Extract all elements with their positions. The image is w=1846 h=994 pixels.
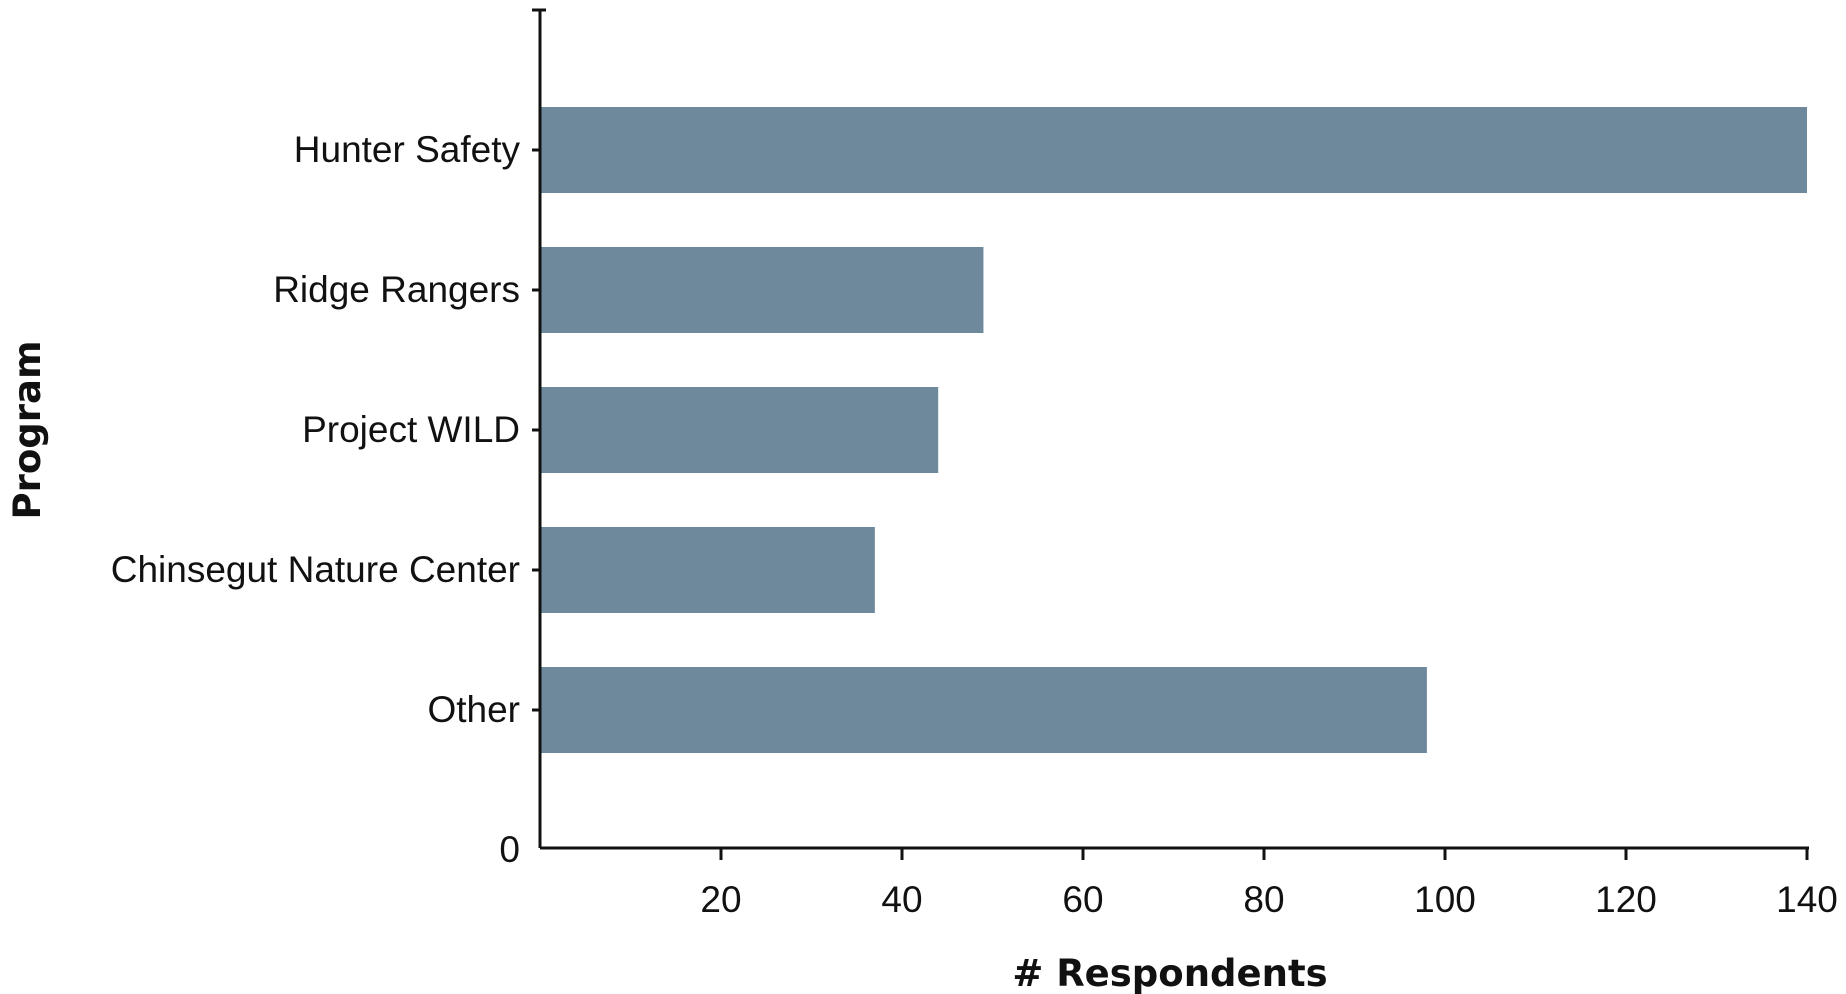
x-tick-label: 40 <box>881 879 922 920</box>
y-axis-title: Program <box>6 340 49 519</box>
x-tick-label: 0 <box>499 829 520 870</box>
bar <box>540 247 984 333</box>
bar <box>540 527 875 613</box>
x-tick-label: 80 <box>1243 879 1284 920</box>
bars-layer <box>540 107 1807 753</box>
bar <box>540 667 1427 753</box>
x-tick-label: 60 <box>1062 879 1103 920</box>
bar <box>540 387 939 473</box>
labels-layer: Hunter Safety Ridge Rangers Project WILD Ch… <box>111 129 1838 920</box>
x-tick-label: 20 <box>700 879 741 920</box>
x-tick-label: 140 <box>1776 879 1838 920</box>
axes-layer <box>532 8 1809 860</box>
category-label: Ridge Rangers <box>273 269 520 310</box>
x-tick-label: 120 <box>1595 879 1657 920</box>
x-tick-label: 100 <box>1414 879 1476 920</box>
category-label: Hunter Safety <box>294 129 521 170</box>
x-axis-title: # Respondents <box>1012 952 1327 994</box>
category-label: Project WILD <box>302 409 520 450</box>
bar <box>540 107 1807 193</box>
category-label: Chinsegut Nature Center <box>111 549 520 590</box>
category-label: Other <box>427 689 520 730</box>
